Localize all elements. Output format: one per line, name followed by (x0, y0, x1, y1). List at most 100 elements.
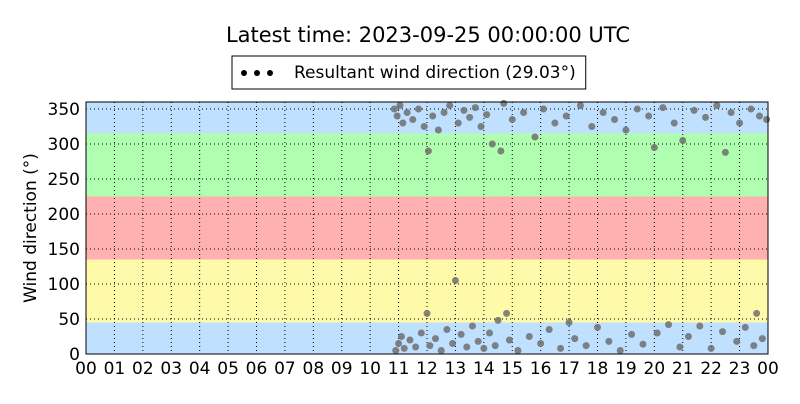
data-point (503, 309, 511, 317)
data-point (390, 105, 398, 113)
data-point (471, 104, 479, 112)
data-point (491, 342, 499, 350)
data-point (750, 342, 758, 350)
x-tick-label: 07 (274, 359, 296, 379)
data-point (684, 333, 692, 340)
x-tick-label: 09 (331, 359, 353, 379)
data-point (653, 329, 661, 337)
data-point (403, 109, 411, 116)
data-point (443, 326, 451, 333)
data-point (753, 309, 761, 317)
data-point (399, 119, 407, 127)
data-point (429, 112, 437, 120)
data-point (406, 336, 414, 344)
data-point (676, 343, 684, 351)
data-point (611, 116, 619, 123)
data-point (531, 133, 539, 141)
data-point (622, 126, 630, 134)
x-tick-label: 12 (416, 359, 438, 379)
data-point (690, 106, 698, 114)
data-point (639, 340, 647, 348)
data-point (645, 112, 653, 120)
data-point (424, 147, 432, 155)
y-tick-label: 200 (48, 205, 80, 225)
data-point (679, 137, 687, 144)
data-point (477, 123, 485, 130)
data-point (486, 329, 494, 337)
data-point (747, 105, 755, 113)
data-point (440, 109, 448, 116)
data-point (466, 113, 474, 121)
data-point (576, 102, 584, 109)
data-point (650, 144, 658, 151)
data-point (670, 119, 678, 127)
x-tick-label: 03 (160, 359, 182, 379)
data-point (733, 337, 741, 345)
x-tick-label: 17 (558, 359, 580, 379)
data-point (514, 347, 522, 354)
x-tick-label: 19 (615, 359, 637, 379)
data-point (400, 344, 408, 352)
x-tick-label: 22 (700, 359, 722, 379)
data-point (633, 105, 641, 113)
data-point (659, 104, 667, 112)
data-point (571, 335, 579, 343)
data-point (758, 335, 766, 343)
x-tick-label: 04 (189, 359, 211, 379)
data-point (508, 116, 516, 123)
data-point (741, 323, 749, 331)
data-point (474, 337, 482, 345)
y-tick-label: 100 (48, 275, 80, 295)
x-tick-label: 08 (303, 359, 325, 379)
data-point (437, 347, 445, 354)
data-point (540, 105, 548, 113)
data-point (628, 330, 636, 338)
legend: Resultant wind direction (29.03°) (241, 63, 576, 83)
data-point (423, 309, 431, 317)
data-point (525, 333, 533, 340)
legend-marker (241, 70, 247, 76)
y-tick-label: 50 (58, 310, 80, 330)
data-point (719, 328, 727, 336)
data-point (713, 102, 721, 109)
data-point (707, 344, 715, 352)
data-point (446, 102, 454, 109)
data-point (557, 344, 565, 352)
data-point (763, 116, 771, 123)
x-tick-label: 10 (359, 359, 381, 379)
data-point (605, 337, 613, 345)
y-tick-label: 250 (48, 170, 80, 190)
data-point (500, 99, 508, 107)
data-point (468, 322, 476, 330)
data-point (417, 329, 425, 337)
x-tick-label: 05 (217, 359, 239, 379)
data-point (434, 126, 442, 134)
x-tick-label: 15 (501, 359, 523, 379)
data-point (565, 319, 573, 326)
data-point (392, 347, 400, 354)
data-point (721, 148, 729, 156)
x-tick-label: 11 (388, 359, 410, 379)
x-tick-label: 23 (729, 359, 751, 379)
data-point (483, 111, 491, 119)
x-tick-label: 01 (104, 359, 126, 379)
data-point (463, 343, 471, 351)
x-tick-label: 20 (644, 359, 666, 379)
data-point (520, 109, 528, 116)
x-tick-label: 00 (757, 359, 779, 379)
data-point (696, 322, 704, 330)
data-point (393, 112, 401, 120)
data-point (480, 344, 488, 352)
plot-frame (85, 101, 769, 355)
x-tick-label: 13 (445, 359, 467, 379)
data-point (454, 119, 462, 127)
data-point (545, 326, 553, 333)
x-tick-label: 18 (587, 359, 609, 379)
data-point (551, 119, 559, 127)
x-tick-label: 02 (132, 359, 154, 379)
y-axis-label: Wind direction (°) (21, 153, 41, 303)
data-point (494, 316, 502, 324)
data-point (409, 116, 417, 123)
data-point (451, 277, 459, 284)
